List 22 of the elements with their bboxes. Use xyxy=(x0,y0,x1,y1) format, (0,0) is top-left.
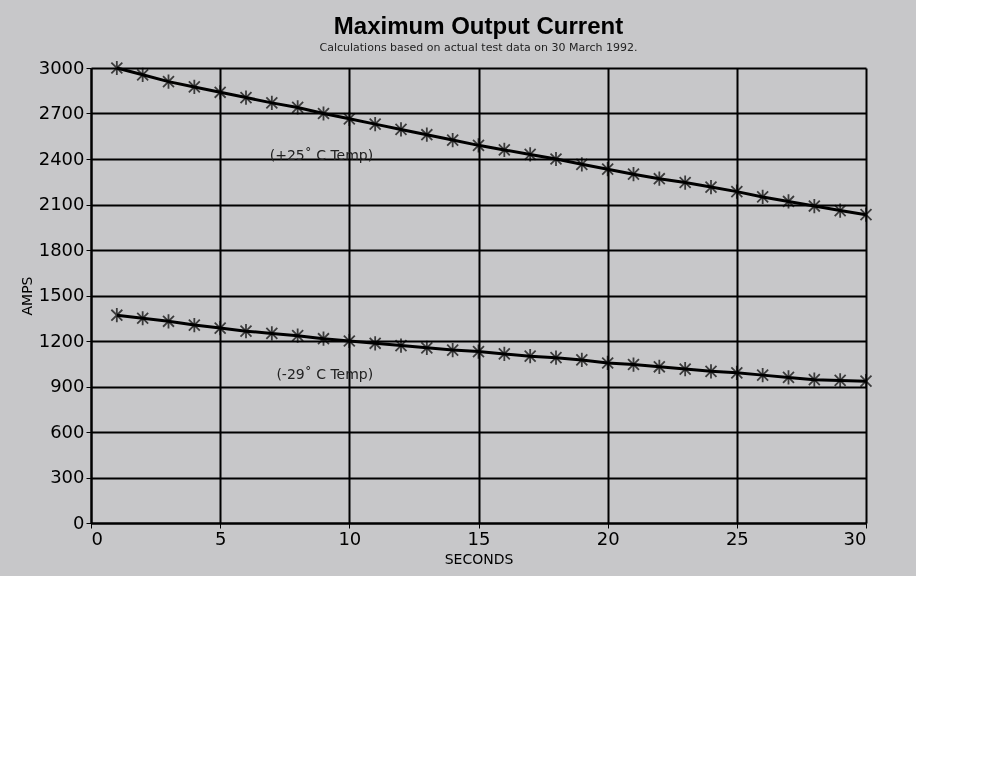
y-tick-label: 1200 xyxy=(38,329,85,351)
x-tick-label: 0 xyxy=(91,527,103,549)
y-axis-title: AMPS xyxy=(18,276,35,316)
y-tick-label: 2400 xyxy=(38,147,85,169)
x-tick-label: 15 xyxy=(467,527,491,549)
y-tick-label: 900 xyxy=(50,375,85,396)
y-tick-label: 600 xyxy=(50,420,85,442)
x-tick-label: 25 xyxy=(725,527,749,549)
y-tick-label: 1800 xyxy=(38,238,85,260)
y-tick-label: 300 xyxy=(50,466,85,487)
chart-title: Maximum Output Current xyxy=(333,12,624,40)
y-tick-label: 3000 xyxy=(38,56,85,78)
text: Calculations based on actual test data on 30 March 1992. xyxy=(319,41,638,55)
y-tick-label: 2100 xyxy=(38,193,85,214)
y-tick-label: 1500 xyxy=(38,284,85,305)
x-tick-label: 10 xyxy=(338,527,362,549)
x-tick-label: 30 xyxy=(843,527,867,549)
x-tick-label: 20 xyxy=(596,527,620,549)
x-tick-label: 5 xyxy=(214,527,227,549)
y-tick-label: 2700 xyxy=(38,102,85,123)
y-tick-label: 0 xyxy=(73,511,85,533)
x-axis-title: SECONDS xyxy=(444,550,514,567)
